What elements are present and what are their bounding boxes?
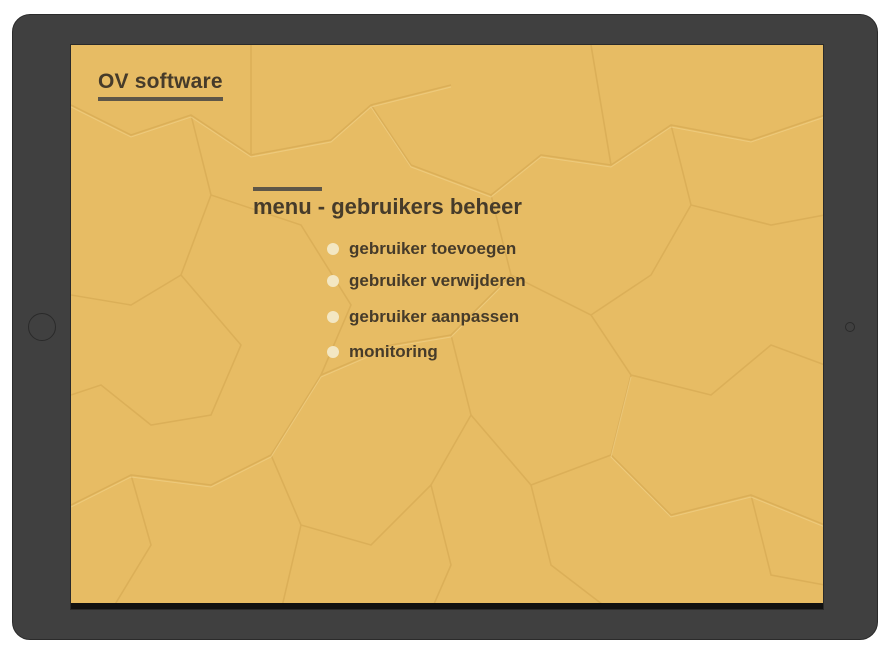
screen-bottom-bar	[71, 603, 823, 609]
screen: OV software menu - gebruikers beheer geb…	[70, 44, 824, 610]
menu-item-gebruiker-aanpassen[interactable]: gebruiker aanpassen	[327, 307, 519, 327]
home-button[interactable]	[28, 313, 56, 341]
menu-title: menu - gebruikers beheer	[253, 194, 522, 219]
app-logo: OV software	[98, 70, 223, 101]
bullet-icon	[327, 311, 339, 323]
menu-item-gebruiker-verwijderen[interactable]: gebruiker verwijderen	[327, 271, 526, 291]
menu-item-gebruiker-toevoegen[interactable]: gebruiker toevoegen	[327, 239, 516, 259]
menu-item-label: gebruiker toevoegen	[349, 239, 517, 258]
menu-title-accent	[253, 187, 322, 191]
menu-item-label: gebruiker aanpassen	[349, 307, 520, 326]
menu-item-label: monitoring	[349, 342, 438, 361]
camera-icon	[845, 322, 855, 332]
bullet-icon	[327, 243, 339, 255]
stone-texture	[71, 45, 823, 609]
tablet-frame: OV software menu - gebruikers beheer geb…	[12, 14, 878, 640]
bullet-icon	[327, 275, 339, 287]
menu-item-monitoring[interactable]: monitoring	[327, 342, 438, 362]
menu-item-label: gebruiker verwijderen	[349, 271, 526, 290]
bullet-icon	[327, 346, 339, 358]
